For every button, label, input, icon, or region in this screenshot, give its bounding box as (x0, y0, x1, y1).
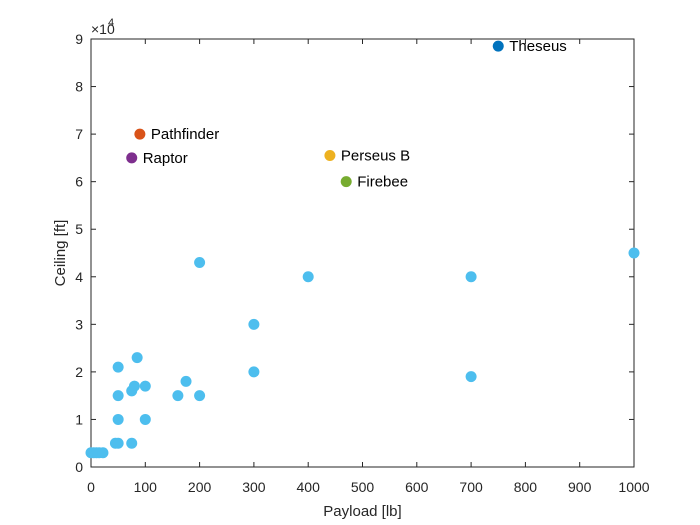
data-point (465, 371, 477, 383)
y-tick-label: 6 (75, 174, 83, 190)
annotation-pathfinder: Pathfinder (151, 126, 219, 143)
data-point (112, 390, 124, 402)
x-axis: 0 100 200 300 400 500 600 700 800 900 1000 (87, 39, 650, 495)
y-tick-label: 8 (75, 79, 83, 95)
data-point (128, 380, 140, 392)
x-tick-label: 300 (242, 479, 266, 495)
y-tick-label: 0 (75, 459, 83, 475)
annotation-firebee: Firebee (357, 174, 408, 191)
data-points (85, 247, 640, 459)
y-tick-label: 9 (75, 31, 83, 47)
data-point-firebee (340, 176, 352, 188)
data-point (194, 257, 206, 269)
annotations: Theseus Pathfinder Raptor Perseus B Firebee (126, 38, 567, 191)
data-point-pathfinder (134, 128, 146, 140)
x-tick-label: 0 (87, 479, 95, 495)
y-axis-multiplier: ×10 4 (91, 17, 115, 37)
data-point (465, 271, 477, 283)
x-tick-label: 600 (405, 479, 429, 495)
y-tick-label: 5 (75, 221, 83, 237)
annotation-perseus-b: Perseus B (341, 148, 410, 165)
x-tick-label: 200 (188, 479, 212, 495)
plot-area (90, 38, 635, 468)
x-tick-label: 400 (297, 479, 321, 495)
x-tick-label: 500 (351, 479, 375, 495)
data-point (139, 413, 151, 425)
data-point (194, 390, 206, 402)
annotation-raptor: Raptor (143, 150, 188, 167)
data-point (172, 390, 184, 402)
x-tick-label: 900 (568, 479, 592, 495)
multiplier-exponent: 4 (108, 17, 114, 29)
data-point (112, 437, 124, 449)
y-tick-label: 1 (75, 411, 83, 427)
data-point (180, 375, 192, 387)
x-tick-label: 800 (514, 479, 538, 495)
x-tick-label: 100 (134, 479, 158, 495)
x-axis-label: Payload [lb] (323, 503, 401, 520)
data-point (139, 380, 151, 392)
x-tick-label: 700 (459, 479, 483, 495)
y-axis: 0 1 2 3 4 5 6 7 8 9 (75, 31, 634, 475)
data-point (112, 361, 124, 373)
data-point (131, 352, 143, 364)
data-point (302, 271, 314, 283)
data-point (628, 247, 640, 259)
y-tick-label: 4 (75, 269, 83, 285)
multiplier-base: ×10 (91, 21, 115, 37)
y-axis-label: Ceiling [ft] (52, 220, 69, 287)
data-point-theseus (492, 40, 504, 52)
data-point-raptor (126, 152, 138, 164)
data-point-perseus-b (324, 150, 336, 162)
x-tick-label: 1000 (618, 479, 649, 495)
data-point (97, 447, 109, 459)
y-tick-label: 2 (75, 364, 83, 380)
annotation-theseus: Theseus (509, 38, 567, 55)
data-point (248, 318, 260, 330)
y-tick-label: 3 (75, 316, 83, 332)
y-tick-label: 7 (75, 126, 83, 142)
data-point (112, 413, 124, 425)
data-point (126, 437, 138, 449)
data-point (248, 366, 260, 378)
